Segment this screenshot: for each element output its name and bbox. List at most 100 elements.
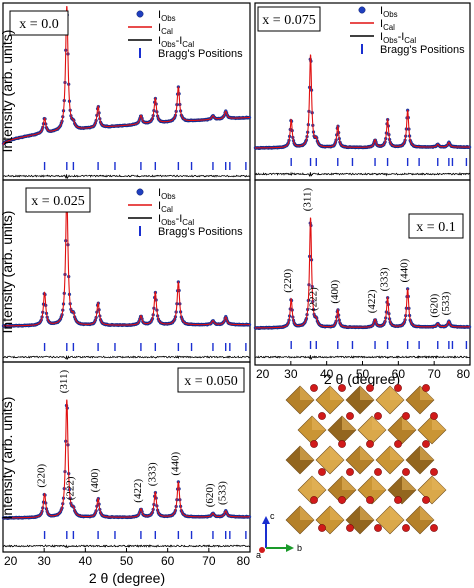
legend-subscript: Obs [383,36,398,45]
legend-subscript: Obs [161,218,176,227]
hkl-label: (533) [440,291,452,315]
oxygen-atom [374,412,382,420]
oxygen-atom [366,496,374,504]
oxygen-atom [318,468,326,476]
calculated-line [254,54,470,149]
x-axis-title: 2 θ (degree) [324,371,400,387]
legend-obs-label: IObs [158,9,176,23]
legend-subscript: Cal [383,23,395,32]
sample-label: x = 0.1 [416,220,455,235]
legend-subscript: Obs [383,10,398,19]
oxygen-atom [402,412,410,420]
oxygen-atom [338,384,346,392]
axis-a-label: a [256,550,261,560]
legend-subscript: Obs [161,14,176,23]
observed-series [253,57,472,150]
hkl-label: (333) [379,267,391,291]
octahedron-face [390,446,404,460]
legend-obs-label: IObs [380,5,398,19]
legend-obs-label: IObs [158,187,176,201]
y-axis-title: Intensity (arb. units) [0,397,15,520]
sample-label-box [9,10,69,36]
oxygen-atom [402,468,410,476]
hkl-label: (400) [329,280,341,304]
x-tick-label: 30 [37,554,51,568]
octahedron-face [300,506,314,520]
legend-text: I [158,22,161,34]
legend-bragg-label: Bragg's Positions [380,44,465,56]
sample-label-box [25,187,91,213]
oxygen-atom [366,440,374,448]
hkl-label: (533) [217,481,229,505]
sample-label: x = 0.0 [19,17,58,32]
octahedron-face [342,476,356,490]
panel-middle-right: (220)(311)(222) (400) (422)(333) (440)(620)… [253,179,472,381]
oxygen-atom [338,496,346,504]
legend-diff-label: IObs-ICal [380,31,416,45]
oxygen-atom [338,440,346,448]
legend-cal-label: ICal [380,18,395,32]
x-tick-label: 60 [161,554,175,568]
legend-obs-marker [358,6,366,14]
hkl-label: (440) [169,451,181,475]
x-tick-label: 30 [284,367,298,381]
y-axis-title: Intensity (arb. units) [0,211,15,334]
octahedron-face [420,506,434,520]
oxygen-atom [394,496,402,504]
bragg-ticks [43,162,247,170]
oxygen-atom [318,524,326,532]
panel-bottom-left: (220) (311) (222) (400) (422)(333) (440) (620)… [1,361,252,568]
oxygen-atom [422,496,430,504]
axis-c-arrowhead [262,516,270,524]
difference-curve [254,355,470,360]
legend-subscript: Obs [161,40,176,49]
octahedron-face [372,476,386,490]
legend-subscript: Cal [161,205,173,214]
x-tick-label: 40 [79,554,93,568]
oxygen-atom [422,440,430,448]
bragg-ticks [290,158,468,166]
axis-b-label: b [297,543,302,553]
x-tick-label: 70 [427,367,441,381]
oxygen-atom [310,384,318,392]
octahedron-face [402,476,416,490]
legend-subscript: Obs [161,192,176,201]
oxygen-atom [346,412,354,420]
oxygen-atom [374,468,382,476]
x-axis-ticks: 20 30 40 50 60 70 80 [2,548,251,568]
legend-diff-label: IObs-ICal [158,35,194,49]
x-tick-label: 80 [237,554,251,568]
bragg-ticks [43,531,247,539]
difference-curve [2,544,251,549]
x-tick-label: 20 [256,367,270,381]
octahedron-face [312,476,326,490]
oxygen-atom [346,524,354,532]
hkl-label: (222) [64,476,76,500]
legend-text: I [158,200,161,212]
bragg-ticks [43,343,247,351]
x-tick-label: 70 [202,554,216,568]
legend-text: I [158,9,161,21]
octahedron-face [390,506,404,520]
legend-subscript: Cal [182,218,194,227]
octahedron-face [432,476,446,490]
legend-obs-marker [136,188,144,196]
oxygen-atom [402,524,410,532]
hkl-label: (222) [307,287,319,311]
legend-subscript: Cal [404,36,416,45]
x-tick-label: 80 [457,367,471,381]
bragg-ticks [290,341,468,349]
hkl-label: (220) [282,269,294,293]
oxygen-atom [374,524,382,532]
oxygen-atom [394,440,402,448]
x-tick-label: 20 [4,554,18,568]
oxygen-atom [346,468,354,476]
difference-curve [2,355,251,361]
legend-diff-label: IObs-ICal [158,213,194,227]
oxygen-atom [366,384,374,392]
legend-bragg-label: Bragg's Positions [158,226,243,238]
axis-c-label: c [270,511,275,521]
